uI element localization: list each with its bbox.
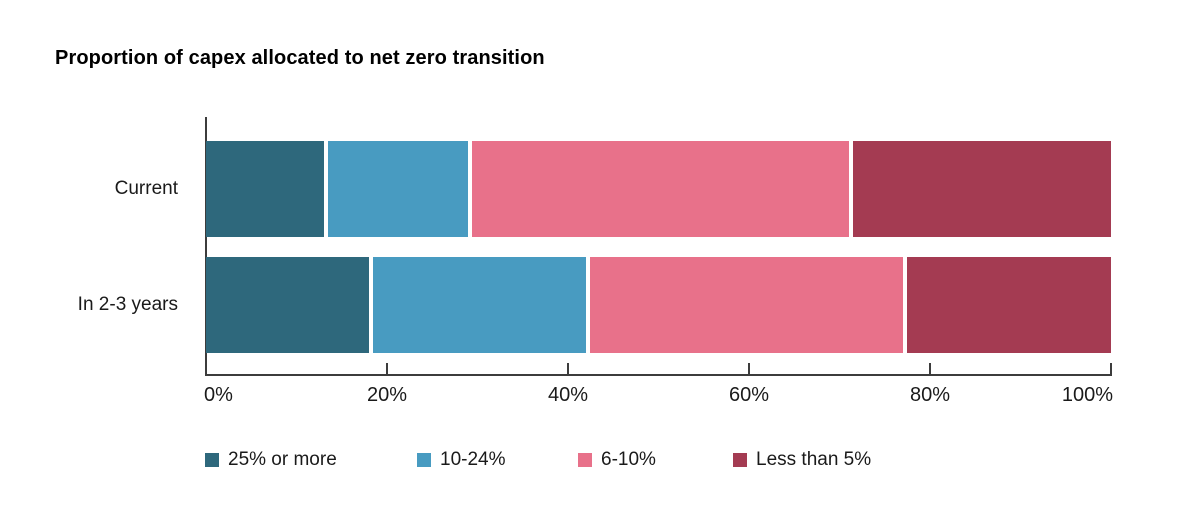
tick-mark-60 (748, 363, 750, 375)
category-label-current: Current (114, 178, 178, 199)
tick-mark-80 (929, 363, 931, 375)
segment-10-24-current (323, 141, 469, 237)
legend-swatch-less-than-5 (733, 453, 747, 467)
tick-label-60: 60% (728, 384, 770, 406)
category-label-in-2-3-years: In 2-3 years (77, 294, 178, 315)
tick-label-80: 80% (909, 384, 951, 406)
legend-swatch-10-24 (417, 453, 431, 467)
tick-label-100: 100% (1061, 384, 1113, 406)
legend-label-less-than-5: Less than 5% (756, 449, 872, 470)
legend-item-25-or-more: 25% or more (205, 448, 337, 472)
legend-item-less-than-5: Less than 5% (733, 448, 871, 472)
segment-10-24-in-2-3-years (368, 257, 587, 353)
tick-label-40: 40% (547, 384, 589, 406)
legend-item-10-24: 10-24% (417, 448, 506, 472)
segment-6-10-current (468, 141, 849, 237)
tick-mark-40 (567, 363, 569, 375)
legend-swatch-6-10 (578, 453, 592, 467)
legend-label-6-10: 6-10% (601, 449, 656, 470)
tick-mark-100 (1110, 363, 1112, 375)
tick-label-20: 20% (366, 384, 408, 406)
bar-current (206, 141, 1111, 237)
segment-6-10-in-2-3-years (586, 257, 903, 353)
bar-in-2-3-years (206, 257, 1111, 353)
segment-less-than-5-current (848, 141, 1111, 237)
legend-swatch-25-or-more (205, 453, 219, 467)
x-axis-line (205, 374, 1112, 376)
legend-label-25-or-more: 25% or more (228, 449, 337, 470)
y-axis-line (205, 117, 207, 376)
segment-25-or-more-in-2-3-years (206, 257, 369, 353)
tick-label-0: 0% (204, 384, 233, 406)
segment-25-or-more-current (206, 141, 324, 237)
chart-title: Proportion of capex allocated to net zer… (55, 47, 545, 69)
segment-less-than-5-in-2-3-years (902, 257, 1111, 353)
legend-item-6-10: 6-10% (578, 448, 656, 472)
legend-label-10-24: 10-24% (440, 449, 506, 470)
tick-mark-20 (386, 363, 388, 375)
